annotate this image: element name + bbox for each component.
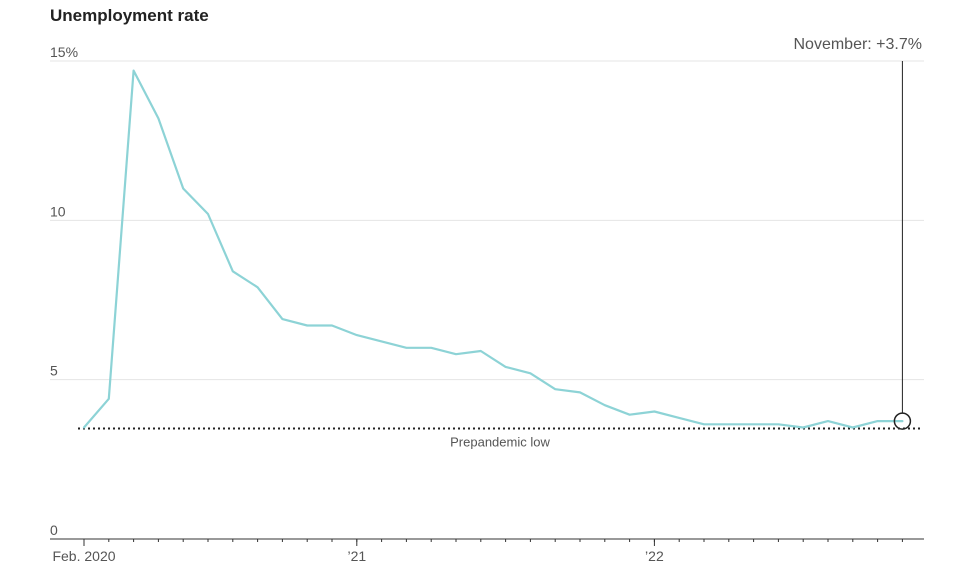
prepandemic-low-label: Prepandemic low bbox=[450, 434, 550, 449]
series-line-0 bbox=[82, 69, 904, 429]
annotation-label: November: +3.7% bbox=[793, 36, 922, 53]
y-tick-label-10: 10 bbox=[50, 203, 66, 219]
x-tick-label-2: ’22 bbox=[645, 548, 664, 564]
y-tick-label-15: 15% bbox=[50, 44, 78, 60]
x-tick-label-0: Feb. 2020 bbox=[52, 548, 115, 564]
y-tick-label-0: 0 bbox=[50, 522, 58, 538]
x-tick-label-1: ’21 bbox=[347, 548, 366, 564]
annotation-point bbox=[893, 412, 912, 430]
chart-title: Unemployment rate bbox=[50, 6, 209, 25]
y-tick-label-5: 5 bbox=[50, 363, 58, 379]
